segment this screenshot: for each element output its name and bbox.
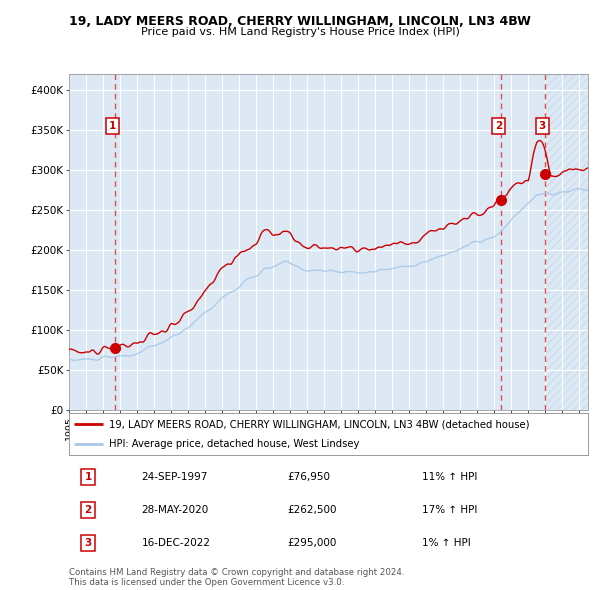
Text: £295,000: £295,000 <box>287 538 337 548</box>
Text: Contains HM Land Registry data © Crown copyright and database right 2024.
This d: Contains HM Land Registry data © Crown c… <box>69 568 404 587</box>
Text: 1% ↑ HPI: 1% ↑ HPI <box>422 538 470 548</box>
Text: Price paid vs. HM Land Registry's House Price Index (HPI): Price paid vs. HM Land Registry's House … <box>140 27 460 37</box>
Text: 19, LADY MEERS ROAD, CHERRY WILLINGHAM, LINCOLN, LN3 4BW (detached house): 19, LADY MEERS ROAD, CHERRY WILLINGHAM, … <box>109 419 530 430</box>
Text: 3: 3 <box>85 538 92 548</box>
Text: 17% ↑ HPI: 17% ↑ HPI <box>422 505 477 515</box>
Text: 1: 1 <box>85 472 92 482</box>
Text: £262,500: £262,500 <box>287 505 337 515</box>
Text: 1: 1 <box>109 121 116 131</box>
Text: HPI: Average price, detached house, West Lindsey: HPI: Average price, detached house, West… <box>109 439 360 449</box>
Text: 11% ↑ HPI: 11% ↑ HPI <box>422 472 477 482</box>
Text: 16-DEC-2022: 16-DEC-2022 <box>142 538 211 548</box>
Text: £76,950: £76,950 <box>287 472 330 482</box>
Text: 19, LADY MEERS ROAD, CHERRY WILLINGHAM, LINCOLN, LN3 4BW: 19, LADY MEERS ROAD, CHERRY WILLINGHAM, … <box>69 15 531 28</box>
Text: 2: 2 <box>85 505 92 515</box>
Text: 28-MAY-2020: 28-MAY-2020 <box>142 505 209 515</box>
Text: 2: 2 <box>495 121 502 131</box>
Text: 3: 3 <box>539 121 546 131</box>
Text: 24-SEP-1997: 24-SEP-1997 <box>142 472 208 482</box>
